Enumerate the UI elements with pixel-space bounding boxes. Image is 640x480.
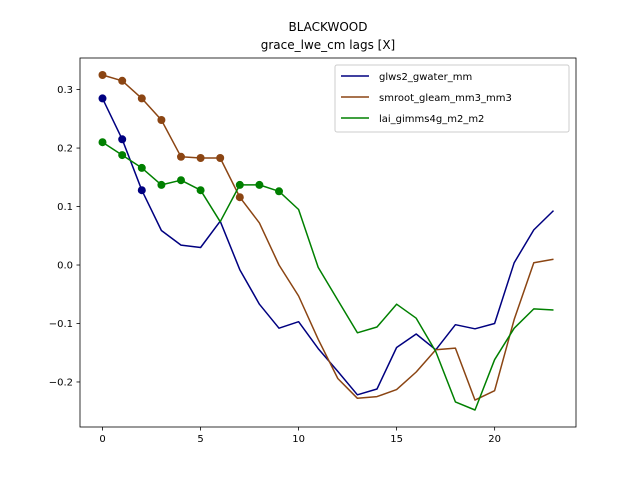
series-1-point (196, 154, 205, 162)
x-tick-label: 15 (390, 434, 403, 445)
y-tick-label: 0.1 (57, 202, 73, 213)
legend-label-2: lai_gimms4g_m2_m2 (379, 114, 484, 125)
x-tick-label: 5 (197, 434, 203, 445)
series-1-point (137, 94, 146, 103)
axes: 0 5 10 15 20 −0.2 −0.1 0.0 0.1 0.2 0.3 (49, 57, 577, 445)
plot-area (98, 71, 555, 411)
series-2-point (255, 180, 264, 189)
chart-subtitle: grace_lwe_cm lags [X] (261, 38, 395, 52)
series-2-point (235, 180, 244, 189)
legend-label-0: glws2_gwater_mm (379, 72, 472, 83)
series-1-point (157, 116, 166, 124)
series-0-point (98, 94, 107, 103)
series-2-point (157, 180, 166, 189)
legend-label-1: smroot_gleam_mm3_mm3 (379, 93, 512, 104)
chart-title: BLACKWOOD (288, 20, 367, 34)
legend-box (334, 64, 570, 133)
y-tick-label: 0.0 (57, 261, 73, 272)
plot-frame (79, 57, 577, 428)
series-1-point (216, 154, 225, 162)
x-tick-label: 0 (99, 434, 105, 445)
series-2-point (177, 176, 185, 185)
series-1-point (235, 193, 244, 202)
series-1-point (98, 71, 107, 79)
x-tick-label: 10 (292, 434, 305, 445)
series-line-0 (101, 98, 555, 396)
series-1-point (118, 76, 127, 85)
series-2-point (98, 138, 107, 147)
series-2-point (118, 151, 127, 160)
x-tick-label: 20 (488, 434, 501, 445)
series-2-point (137, 163, 146, 172)
series-2-point (275, 187, 283, 196)
series-1-point (177, 152, 185, 161)
series-2-point (196, 186, 205, 195)
y-tick-label: 0.3 (57, 85, 73, 96)
series-line-1 (102, 74, 554, 401)
legend: glws2_gwater_mm smroot_gleam_mm3_mm3 lai_g… (334, 64, 570, 133)
y-tick-label: −0.2 (49, 377, 73, 388)
y-tick-label: −0.1 (49, 319, 73, 330)
series-0-point (118, 135, 127, 144)
series-0-point (137, 186, 146, 195)
y-tick-label: 0.2 (57, 144, 73, 155)
series-line-2 (102, 141, 554, 411)
